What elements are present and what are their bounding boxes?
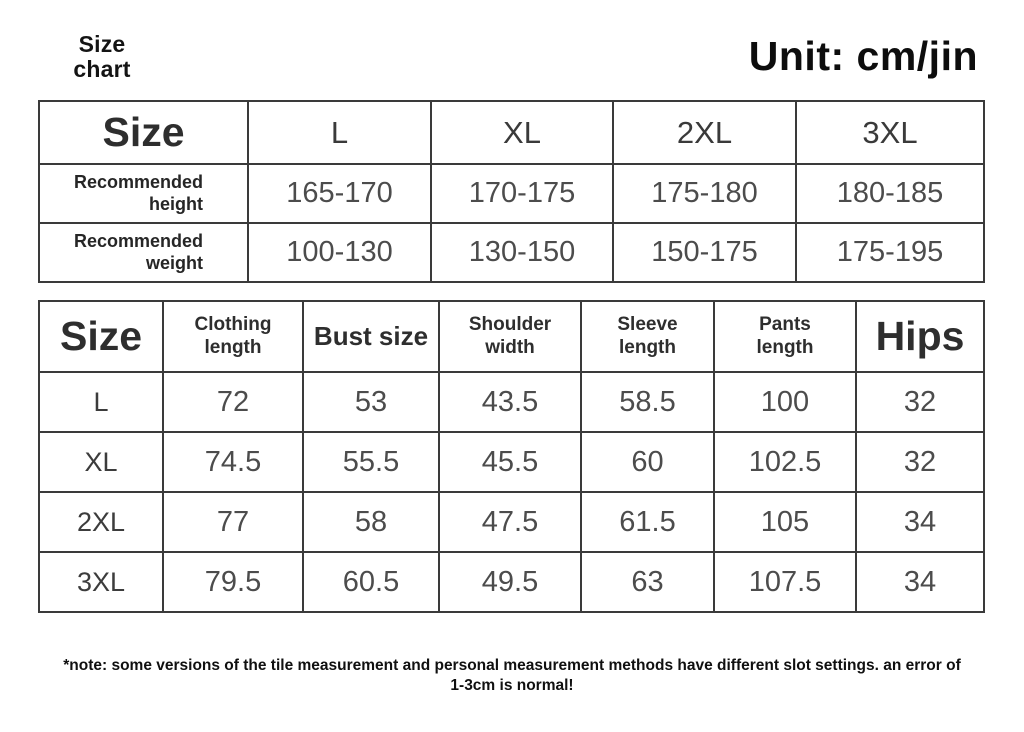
measurement-value-cell: 77: [162, 491, 304, 553]
size-column-header: 2XL: [612, 100, 797, 165]
table-row: Recommended weight 100-130 130-150 150-175 1…: [38, 222, 985, 283]
note-line2: 1-3cm is normal!: [450, 677, 574, 695]
size-header-cell: Size: [38, 100, 249, 165]
size-column-header: XL: [430, 100, 614, 165]
column-header: Hips: [855, 300, 985, 373]
note-line1: *note: some versions of the tile measure…: [63, 657, 961, 674]
measurement-value-cell: 60.5: [302, 551, 440, 613]
measurement-value-cell: 63: [580, 551, 715, 613]
row-label: Recommended height: [38, 163, 249, 224]
page-title: Size chart: [42, 32, 162, 82]
size-label-cell: 2XL: [38, 491, 164, 553]
range-value-cell: 175-195: [795, 222, 985, 283]
measurement-value-cell: 34: [855, 491, 985, 553]
size-range-table-body: Size L XL 2XL 3XL Recommended height 165-170 17…: [38, 100, 985, 283]
unit-label: Unit: cm/jin: [748, 33, 978, 79]
range-value-cell: 150-175: [612, 222, 797, 283]
page-title-line1: Size: [78, 31, 126, 57]
measurement-value-cell: 55.5: [302, 431, 440, 493]
range-value-cell: 130-150: [430, 222, 614, 283]
table-row: XL 74.5 55.5 45.5 60 102.5 32: [38, 431, 985, 493]
measurements-table-body: Size Clothing length Bust size Shoulder wid…: [38, 300, 985, 613]
measurement-value-cell: 43.5: [438, 371, 582, 433]
range-value-cell: 180-185: [795, 163, 985, 224]
measurement-value-cell: 34: [855, 551, 985, 613]
column-header: Pants length: [713, 300, 857, 373]
measurement-value-cell: 32: [855, 371, 985, 433]
measurement-value-cell: 105: [713, 491, 857, 553]
measurement-value-cell: 47.5: [438, 491, 582, 553]
table-row: 3XL 79.5 60.5 49.5 63 107.5 34: [38, 551, 985, 613]
table-header-row: Size Clothing length Bust size Shoulder wid…: [38, 300, 985, 373]
measurement-value-cell: 58: [302, 491, 440, 553]
measurement-value-cell: 107.5: [713, 551, 857, 613]
measurement-value-cell: 49.5: [438, 551, 582, 613]
table-row: Recommended height 165-170 170-175 175-180 1…: [38, 163, 985, 224]
range-value-cell: 170-175: [430, 163, 614, 224]
measurement-value-cell: 100: [713, 371, 857, 433]
column-header: Bust size: [302, 300, 440, 373]
measurements-table: Size Clothing length Bust size Shoulder wid…: [38, 300, 985, 613]
measurement-value-cell: 61.5: [580, 491, 715, 553]
size-label-cell: L: [38, 371, 164, 433]
size-column-header: L: [247, 100, 432, 165]
range-value-cell: 165-170: [247, 163, 432, 224]
measurement-value-cell: 79.5: [162, 551, 304, 613]
measurement-value-cell: 102.5: [713, 431, 857, 493]
measurement-value-cell: 58.5: [580, 371, 715, 433]
range-value-cell: 175-180: [612, 163, 797, 224]
range-value-cell: 100-130: [247, 222, 432, 283]
size-column-header: 3XL: [795, 100, 985, 165]
measurement-value-cell: 32: [855, 431, 985, 493]
table-header-row: Size L XL 2XL 3XL: [38, 100, 985, 165]
column-header: Size: [38, 300, 164, 373]
column-header: Sleeve length: [580, 300, 715, 373]
column-header: Clothing length: [162, 300, 304, 373]
measurement-value-cell: 53: [302, 371, 440, 433]
note-text: *note: some versions of the tile measure…: [0, 656, 1024, 696]
page-title-line2: chart: [73, 55, 131, 82]
table-row: L 72 53 43.5 58.5 100 32: [38, 371, 985, 433]
measurement-value-cell: 74.5: [162, 431, 304, 493]
size-range-table: Size L XL 2XL 3XL Recommended height 165-170 17…: [38, 100, 985, 283]
measurement-value-cell: 72: [162, 371, 304, 433]
table-row: 2XL 77 58 47.5 61.5 105 34: [38, 491, 985, 553]
row-label: Recommended weight: [38, 222, 249, 283]
measurement-value-cell: 60: [580, 431, 715, 493]
size-label-cell: 3XL: [38, 551, 164, 613]
column-header: Shoulder width: [438, 300, 582, 373]
measurement-value-cell: 45.5: [438, 431, 582, 493]
size-label-cell: XL: [38, 431, 164, 493]
